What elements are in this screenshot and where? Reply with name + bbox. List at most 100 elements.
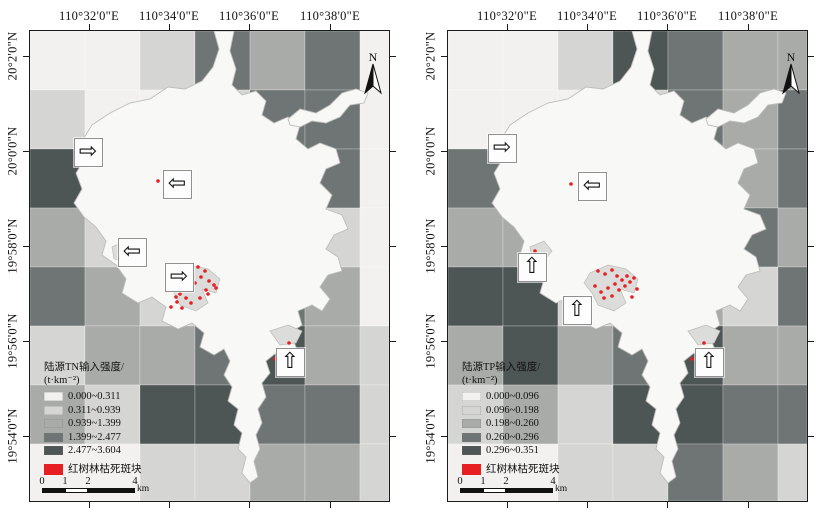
grid-cell <box>359 266 389 327</box>
axis-tick <box>89 24 90 30</box>
grid-cell <box>777 384 807 445</box>
grid-cell <box>777 148 807 209</box>
dieback-dot <box>199 275 203 279</box>
latitude-label: 19°56'0"N <box>5 313 20 369</box>
dieback-label: 红树林枯死斑块 <box>68 464 142 475</box>
legend-swatch <box>44 446 63 456</box>
map-panel-tn: 110°32'0"E 110°34'0"E 110°36'0"E 110°38'0"E… <box>6 9 396 508</box>
axis-tick <box>249 24 250 30</box>
grid-cell <box>667 443 724 501</box>
longitude-label: 110°36'0"E <box>636 9 698 23</box>
dieback-dot <box>175 300 179 304</box>
dieback-dot <box>596 269 600 273</box>
legend-row: 0.096~0.198 <box>462 404 560 418</box>
dieback-dot <box>602 296 606 300</box>
dieback-dot <box>615 274 619 278</box>
intensity-grid <box>448 31 807 501</box>
north-label: N <box>368 50 378 64</box>
legend-class-label: 0.939~1.399 <box>68 418 121 430</box>
legend-swatch <box>44 405 63 415</box>
legend-row: 2.477~3.604 <box>44 444 142 458</box>
dieback-dot <box>625 274 629 278</box>
axis-tick <box>23 341 29 342</box>
longitude-label: 110°36'0"E <box>218 9 280 23</box>
grid-cell <box>84 384 141 445</box>
scale-segment <box>506 488 553 493</box>
axis-tick <box>23 436 29 437</box>
legend-class-rows: 0.000~0.311 0.311~0.939 0.939~1.399 1.399~2… <box>44 390 142 477</box>
grid-cell <box>612 443 669 501</box>
legend-class-label: 0.000~0.311 <box>68 391 121 403</box>
grid-cell <box>30 325 86 386</box>
legend-swatch <box>462 446 481 456</box>
latitude-label: 20°2'0"N <box>423 31 438 81</box>
longitude-label: 110°34'0"E <box>138 9 200 23</box>
axis-tick <box>23 56 29 57</box>
axis-tick <box>587 502 588 508</box>
legend-class-label: 0.198~0.260 <box>486 418 539 430</box>
axis-tick <box>390 246 396 247</box>
dieback-swatch <box>462 464 481 475</box>
dieback-dot <box>613 282 617 286</box>
grid-cell <box>777 266 807 327</box>
axis-tick <box>587 24 588 30</box>
legend-swatch <box>44 432 63 442</box>
axis-tick <box>507 502 508 508</box>
flow-arrow-left: ⇦ <box>117 237 147 267</box>
axis-tick <box>748 502 749 508</box>
longitude-label: 110°32'0"E <box>476 9 538 23</box>
scale-label: 0 <box>457 476 463 487</box>
north-arrow-icon <box>364 63 382 95</box>
grid-cell <box>304 443 361 501</box>
dieback-dot <box>628 280 632 284</box>
scale-segment <box>88 488 135 493</box>
tidal-flat-patch <box>687 324 721 346</box>
scale-segment <box>460 488 483 493</box>
legend: 陆源TP输入强度/(t·km⁻²) 0.000~0.096 0.096~0.198 0… <box>462 361 560 477</box>
dieback-swatch <box>44 464 63 475</box>
axis-tick <box>330 502 331 508</box>
grid-cell <box>304 31 361 91</box>
north-arrow: N <box>361 51 385 100</box>
legend-class-label: 2.477~3.604 <box>68 445 121 457</box>
latitude-label: 20°0'0"N <box>5 126 20 176</box>
scale-label: 4 <box>550 476 556 487</box>
latitude-label: 19°58'0"N <box>5 218 20 274</box>
legend-row-dieback: 红树林枯死斑块 <box>44 463 142 477</box>
up-arrow-icon: ⇧ <box>280 349 300 374</box>
dieback-dot <box>189 301 193 305</box>
axis-tick <box>169 24 170 30</box>
dieback-dot <box>207 279 211 283</box>
latitude-label: 19°58'0"N <box>423 218 438 274</box>
dieback-dot <box>630 295 634 299</box>
legend-class-label: 0.311~0.939 <box>68 404 121 416</box>
scale-bar: 0 1 2 4 km <box>39 476 152 497</box>
dieback-dot <box>156 179 160 183</box>
legend-row: 0.198~0.260 <box>462 417 560 431</box>
flow-arrow-right: ⇨ <box>164 262 194 292</box>
grid-cell <box>194 443 251 501</box>
axis-tick <box>808 341 814 342</box>
legend-row-dieback: 红树林枯死斑块 <box>462 463 560 477</box>
grid-cell <box>502 384 559 445</box>
grid-cell <box>84 31 141 91</box>
axis-tick <box>249 502 250 508</box>
grid-cell <box>30 31 86 91</box>
grid-cell <box>359 148 389 209</box>
longitude-label: 110°32'0"E <box>58 9 120 23</box>
axis-tick <box>808 151 814 152</box>
axis-tick <box>390 151 396 152</box>
dieback-dot <box>287 341 291 345</box>
legend-title-line1: 陆源TP输入强度/ <box>462 362 541 373</box>
latitude-label: 19°56'0"N <box>423 313 438 369</box>
grid-cell <box>448 325 504 386</box>
legend-class-label: 0.096~0.198 <box>486 404 539 416</box>
legend-row: 1.399~2.477 <box>44 431 142 445</box>
up-arrow-icon: ⇧ <box>522 254 542 279</box>
dieback-dot <box>184 296 188 300</box>
dieback-dot <box>214 286 218 290</box>
flow-arrow-right: ⇨ <box>487 133 517 163</box>
dieback-dot <box>198 296 202 300</box>
grid-cell <box>557 384 614 445</box>
dieback-dot <box>599 290 603 294</box>
